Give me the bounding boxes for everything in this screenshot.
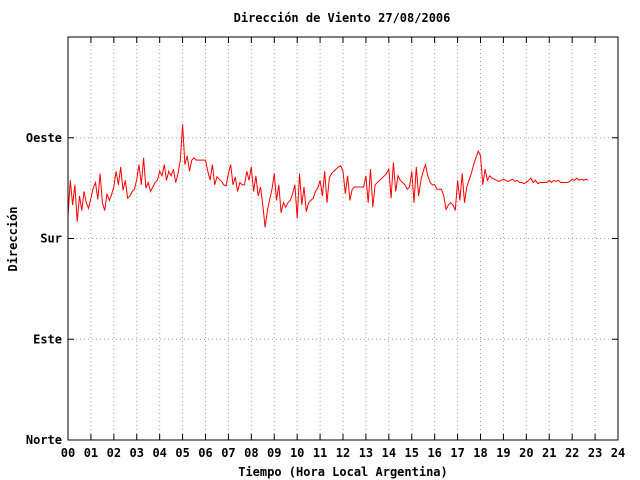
- chart-title: Dirección de Viento 27/08/2006: [234, 11, 451, 25]
- x-tick-label: 16: [427, 446, 441, 460]
- y-tick-label: Oeste: [26, 131, 62, 145]
- x-tick-label: 05: [175, 446, 189, 460]
- x-tick-label: 22: [565, 446, 579, 460]
- x-tick-label: 18: [473, 446, 487, 460]
- x-tick-label: 11: [313, 446, 327, 460]
- grid: [68, 37, 618, 440]
- x-tick-label: 14: [382, 446, 396, 460]
- x-tick-label: 12: [336, 446, 350, 460]
- x-tick-label: 00: [61, 446, 75, 460]
- x-tick-label: 20: [519, 446, 533, 460]
- x-tick-label: 03: [130, 446, 144, 460]
- x-tick-label: 21: [542, 446, 556, 460]
- x-tick-label: 06: [198, 446, 212, 460]
- y-axis-ticks: Norte Este Sur Oeste: [26, 131, 618, 447]
- series-line-wind-direction: [67, 124, 589, 228]
- x-tick-label: 02: [107, 446, 121, 460]
- x-tick-label: 10: [290, 446, 304, 460]
- x-tick-label: 09: [267, 446, 281, 460]
- x-tick-label: 15: [405, 446, 419, 460]
- x-axis-ticks: 00 01 02 03 04 05 06 07 08 09 10 11 12 13 14 15 16 17 18 19…: [61, 37, 625, 460]
- y-axis-label: Dirección: [6, 206, 20, 271]
- x-tick-label: 04: [152, 446, 166, 460]
- x-tick-label: 17: [450, 446, 464, 460]
- y-tick-label: Este: [33, 332, 62, 346]
- x-tick-label: 07: [221, 446, 235, 460]
- x-tick-label: 23: [588, 446, 602, 460]
- x-axis-label: Tiempo (Hora Local Argentina): [238, 465, 448, 479]
- x-tick-label: 08: [244, 446, 258, 460]
- x-tick-label: 19: [496, 446, 510, 460]
- y-tick-label: Sur: [40, 232, 62, 246]
- x-tick-label: 24: [611, 446, 625, 460]
- y-tick-label: Norte: [26, 433, 62, 447]
- x-tick-label: 01: [84, 446, 98, 460]
- x-tick-label: 13: [359, 446, 373, 460]
